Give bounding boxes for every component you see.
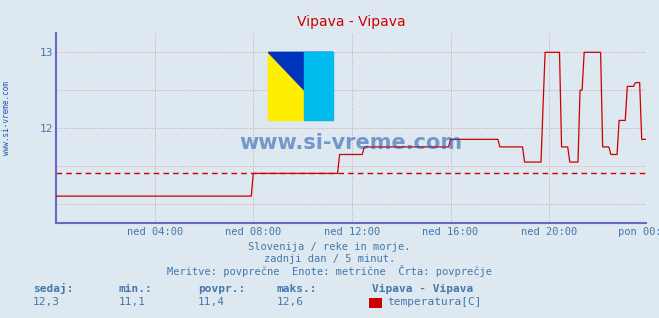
Text: Vipava - Vipava: Vipava - Vipava [372,284,474,294]
Text: www.si-vreme.com: www.si-vreme.com [2,81,11,155]
Text: Meritve: povprečne  Enote: metrične  Črta: povprečje: Meritve: povprečne Enote: metrične Črta:… [167,265,492,277]
Text: 11,1: 11,1 [119,297,146,307]
Text: zadnji dan / 5 minut.: zadnji dan / 5 minut. [264,254,395,264]
Text: maks.:: maks.: [277,284,317,294]
Text: Slovenija / reke in morje.: Slovenija / reke in morje. [248,242,411,252]
Text: 12,6: 12,6 [277,297,304,307]
Polygon shape [268,52,333,121]
Title: Vipava - Vipava: Vipava - Vipava [297,16,405,30]
Text: 12,3: 12,3 [33,297,60,307]
Text: sedaj:: sedaj: [33,283,73,294]
Text: min.:: min.: [119,284,152,294]
Polygon shape [304,52,333,121]
Text: povpr.:: povpr.: [198,284,245,294]
Text: 11,4: 11,4 [198,297,225,307]
Text: www.si-vreme.com: www.si-vreme.com [239,133,463,153]
Polygon shape [268,52,333,121]
Text: temperatura[C]: temperatura[C] [387,297,481,307]
